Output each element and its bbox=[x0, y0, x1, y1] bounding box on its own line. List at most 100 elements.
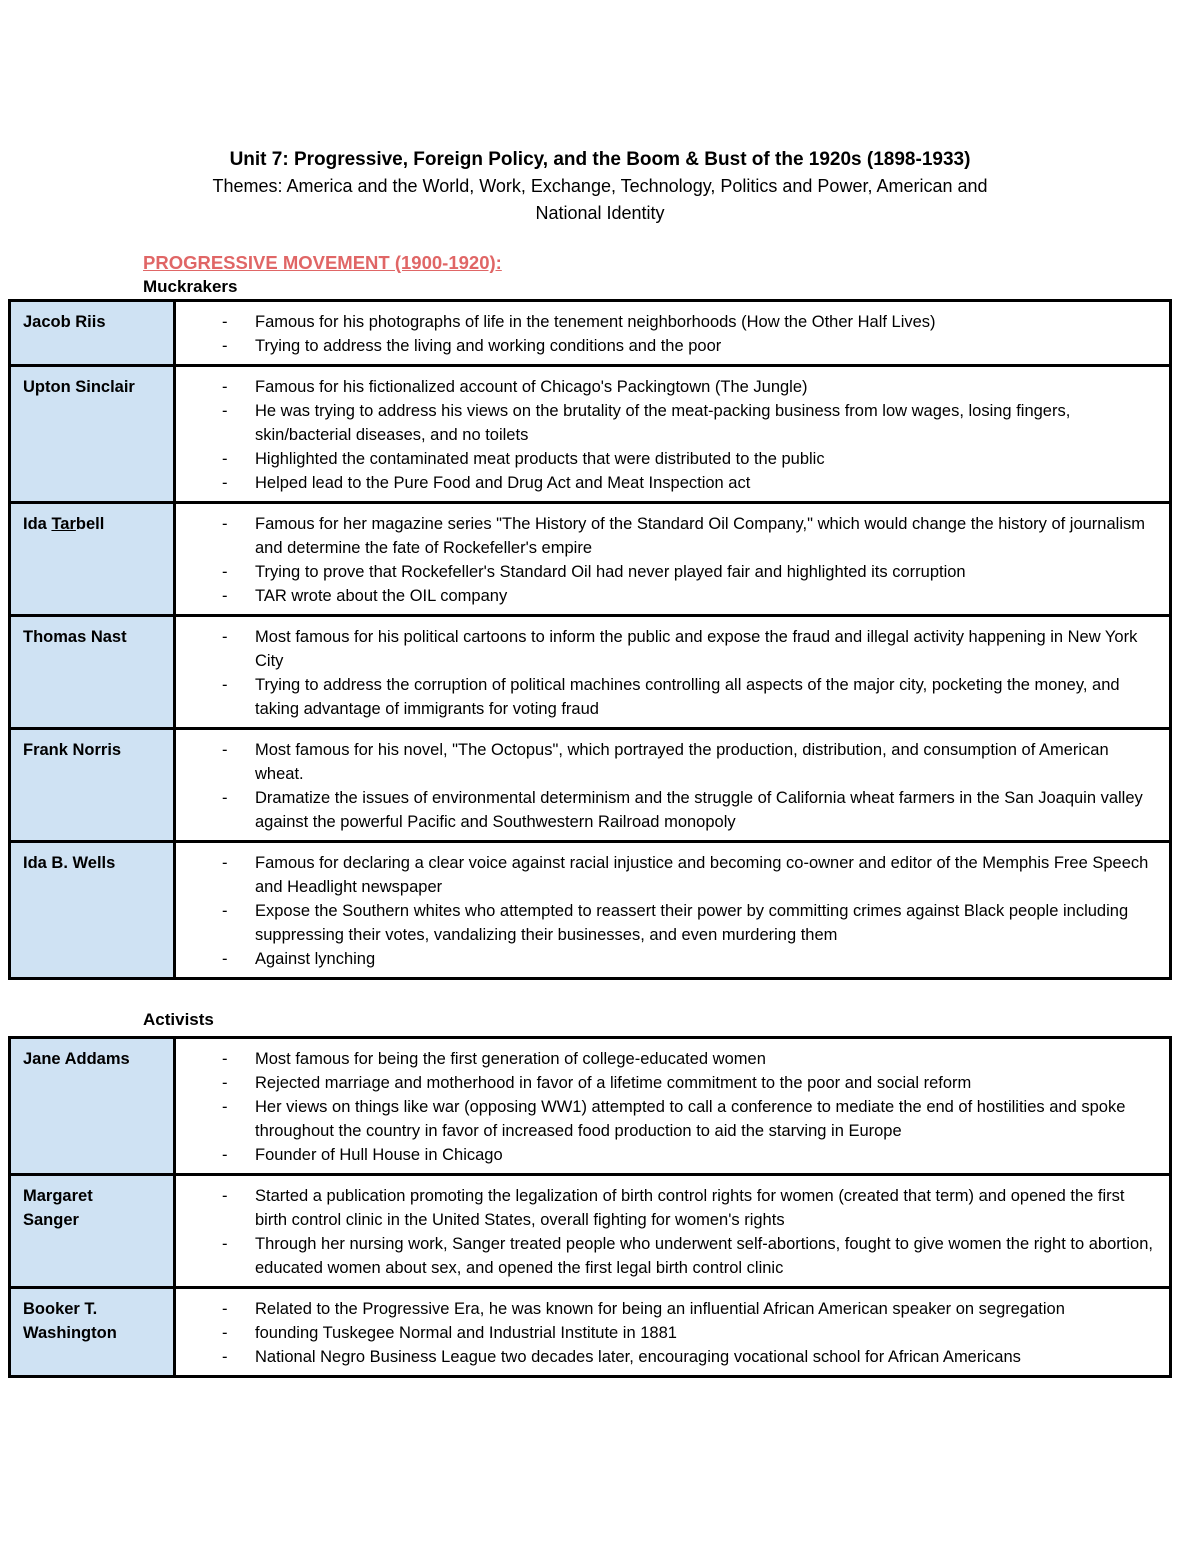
bullet-dash-marker: - bbox=[222, 1074, 228, 1092]
tables-container: Muckrakers Jacob Riis - Famous for his phot… bbox=[0, 276, 1200, 1378]
bullet-list: - Most famous for being the first generat… bbox=[176, 1047, 1155, 1167]
bullet-item: - National Negro Business League two deca… bbox=[176, 1345, 1155, 1369]
person-name-cell: Upton Sinclair bbox=[8, 364, 176, 504]
document-title: Unit 7: Progressive, Foreign Policy, and… bbox=[229, 149, 971, 170]
bullet-text: TAR wrote about the OIL company bbox=[255, 587, 508, 605]
bullet-item: - Against lynching bbox=[176, 947, 1155, 971]
person-name-cell: Ida Tarbell bbox=[8, 501, 176, 617]
muckrakers-table: Jacob Riis - Famous for his photographs of… bbox=[8, 299, 1172, 980]
bullet-dash-marker: - bbox=[222, 1187, 228, 1205]
bullet-item: - Related to the Progressive Era, he was … bbox=[176, 1297, 1155, 1321]
bullet-item: - Trying to address the corruption of pol… bbox=[176, 673, 1155, 721]
bullet-dash-marker: - bbox=[222, 378, 228, 396]
bullet-text: Expose the Southern whites who attempted… bbox=[255, 902, 1129, 944]
person-facts-cell: - Most famous for being the first generat… bbox=[173, 1036, 1172, 1176]
bullet-dash-marker: - bbox=[222, 474, 228, 492]
bullet-item: - Founder of Hull House in Chicago bbox=[176, 1143, 1155, 1167]
bullet-item: - Started a publication promoting the leg… bbox=[176, 1184, 1155, 1232]
bullet-dash-marker: - bbox=[222, 515, 228, 533]
person-name-cell: Ida B. Wells bbox=[8, 840, 176, 980]
bullet-dash-marker: - bbox=[222, 402, 228, 420]
subtitle-line-1: Themes: America and the World, Work, Exc… bbox=[212, 176, 988, 196]
bullet-dash-marker: - bbox=[222, 741, 228, 759]
person-facts-cell: - Most famous for his political cartoons … bbox=[173, 614, 1172, 730]
person-name-text: Ida bbox=[23, 515, 52, 533]
person-facts-cell: - Famous for declaring a clear voice agai… bbox=[173, 840, 1172, 980]
bullet-item: - TAR wrote about the OIL company bbox=[176, 584, 1155, 608]
table-row: Booker T. Washington - Related to the Prog… bbox=[8, 1286, 1172, 1378]
bullet-item: - Most famous for being the first generat… bbox=[176, 1047, 1155, 1071]
bullet-text: founding Tuskegee Normal and Industrial … bbox=[255, 1324, 677, 1342]
bullet-list: - Most famous for his political cartoons … bbox=[176, 625, 1155, 721]
bullet-item: - Most famous for his political cartoons … bbox=[176, 625, 1155, 673]
document-subtitle: Themes: America and the World, Work, Exc… bbox=[0, 173, 1200, 227]
person-name-text: Tar bbox=[51, 515, 76, 533]
bullet-dash-marker: - bbox=[222, 1050, 228, 1068]
bullet-item: - Most famous for his novel, "The Octopus… bbox=[176, 738, 1155, 786]
person-name-cell: Thomas Nast bbox=[8, 614, 176, 730]
bullet-text: Against lynching bbox=[255, 950, 376, 968]
table-row: Jane Addams - Most famous for being the fi… bbox=[8, 1036, 1172, 1176]
bullet-item: - Famous for his fictionalized account of… bbox=[176, 375, 1155, 399]
person-facts-cell: - Famous for his photographs of life in t… bbox=[173, 299, 1172, 367]
bullet-dash-marker: - bbox=[222, 902, 228, 920]
person-facts-cell: - Started a publication promoting the leg… bbox=[173, 1173, 1172, 1289]
person-name-text: Jacob Riis bbox=[23, 313, 106, 331]
document-page: Unit 7: Progressive, Foreign Policy, and… bbox=[0, 149, 1200, 1378]
bullet-dash-marker: - bbox=[222, 563, 228, 581]
bullet-dash-marker: - bbox=[222, 1235, 228, 1253]
bullet-item: - Trying to prove that Rockefeller's Stan… bbox=[176, 560, 1155, 584]
bullet-dash-marker: - bbox=[222, 1146, 228, 1164]
bullet-item: - Trying to address the living and workin… bbox=[176, 334, 1155, 358]
bullet-text: Famous for his fictionalized account of … bbox=[255, 378, 808, 396]
person-name-text: Booker T. Washington bbox=[23, 1300, 117, 1342]
person-name-cell: Booker T. Washington bbox=[8, 1286, 176, 1378]
table-heading-muckrakers: Muckrakers bbox=[143, 277, 238, 296]
bullet-dash-marker: - bbox=[222, 628, 228, 646]
bullet-text: Trying to address the corruption of poli… bbox=[255, 676, 1120, 718]
bullet-list: - Most famous for his novel, "The Octopus… bbox=[176, 738, 1155, 834]
table-row: Thomas Nast - Most famous for his politica… bbox=[8, 614, 1172, 730]
person-facts-cell: - Famous for his fictionalized account of… bbox=[173, 364, 1172, 504]
bullet-dash-marker: - bbox=[222, 950, 228, 968]
bullet-list: - Started a publication promoting the leg… bbox=[176, 1184, 1155, 1280]
bullet-dash-marker: - bbox=[222, 676, 228, 694]
bullet-text: Related to the Progressive Era, he was k… bbox=[255, 1300, 1065, 1318]
bullet-item: - Highlighted the contaminated meat produ… bbox=[176, 447, 1155, 471]
bullet-text: Founder of Hull House in Chicago bbox=[255, 1146, 503, 1164]
bullet-item: - Expose the Southern whites who attempte… bbox=[176, 899, 1155, 947]
bullet-list: - Famous for his photographs of life in t… bbox=[176, 310, 1155, 358]
bullet-dash-marker: - bbox=[222, 1098, 228, 1116]
person-facts-cell: - Most famous for his novel, "The Octopus… bbox=[173, 727, 1172, 843]
table-heading-activists: Activists bbox=[143, 1010, 214, 1029]
person-name-text: Jane Addams bbox=[23, 1050, 130, 1068]
bullet-text: Highlighted the contaminated meat produc… bbox=[255, 450, 825, 468]
activists-table: Jane Addams - Most famous for being the fi… bbox=[8, 1036, 1172, 1378]
bullet-dash-marker: - bbox=[222, 854, 228, 872]
person-facts-cell: - Related to the Progressive Era, he was … bbox=[173, 1286, 1172, 1378]
bullet-text: Dramatize the issues of environmental de… bbox=[255, 789, 1143, 831]
person-name-text: Upton Sinclair bbox=[23, 378, 135, 396]
bullet-text: Most famous for his novel, "The Octopus"… bbox=[255, 741, 1109, 783]
bullet-dash-marker: - bbox=[222, 1348, 228, 1366]
person-name-text: Frank Norris bbox=[23, 741, 122, 759]
bullet-item: - Helped lead to the Pure Food and Drug A… bbox=[176, 471, 1155, 495]
bullet-item: - Rejected marriage and motherhood in fav… bbox=[176, 1071, 1155, 1095]
bullet-dash-marker: - bbox=[222, 450, 228, 468]
bullet-list: - Famous for his fictionalized account of… bbox=[176, 375, 1155, 495]
bullet-item: - Through her nursing work, Sanger treate… bbox=[176, 1232, 1155, 1280]
bullet-item: - He was trying to address his views on t… bbox=[176, 399, 1155, 447]
person-name-text: Ida B. Wells bbox=[23, 854, 116, 872]
bullet-text: National Negro Business League two decad… bbox=[255, 1348, 1021, 1366]
bullet-dash-marker: - bbox=[222, 313, 228, 331]
table-row: Upton Sinclair - Famous for his fictionali… bbox=[8, 364, 1172, 504]
bullet-item: - Famous for his photographs of life in t… bbox=[176, 310, 1155, 334]
bullet-dash-marker: - bbox=[222, 587, 228, 605]
bullet-item: - Famous for her magazine series "The His… bbox=[176, 512, 1155, 560]
bullet-item: - Famous for declaring a clear voice agai… bbox=[176, 851, 1155, 899]
bullet-dash-marker: - bbox=[222, 789, 228, 807]
person-name-cell: Jacob Riis bbox=[8, 299, 176, 367]
bullet-dash-marker: - bbox=[222, 1324, 228, 1342]
bullet-item: - Dramatize the issues of environmental d… bbox=[176, 786, 1155, 834]
subtitle-line-2: National Identity bbox=[535, 203, 665, 223]
